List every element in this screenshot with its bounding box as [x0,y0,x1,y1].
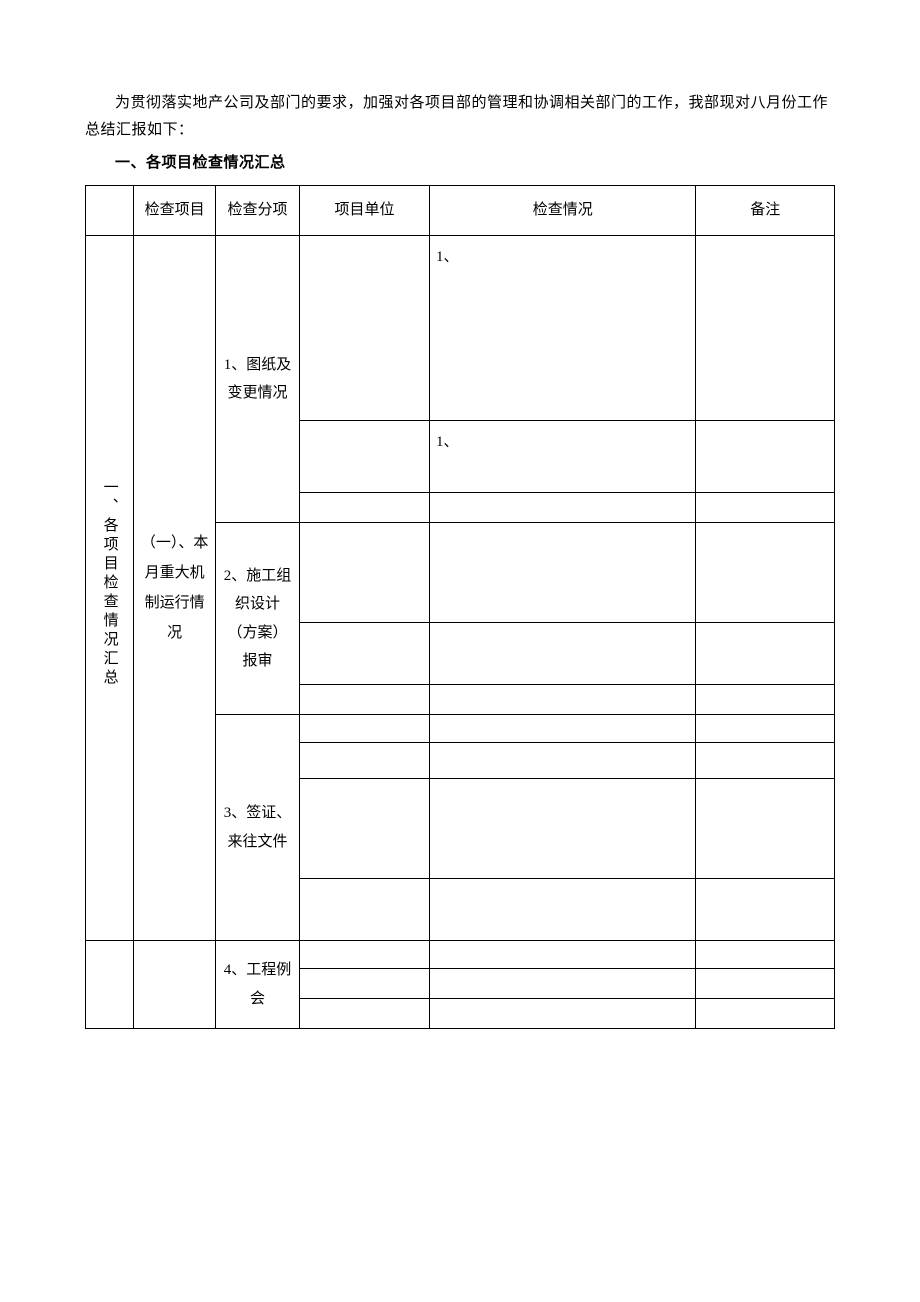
cell-situation [430,779,696,879]
section-heading: 一、各项目检查情况汇总 [85,150,835,177]
header-col5: 检查情况 [430,186,696,236]
sub-item-1: 1、图纸及变更情况 [216,236,300,523]
cell-remark [696,969,835,999]
cell-unit [299,941,429,969]
cell-remark [696,523,835,623]
cell-remark [696,879,835,941]
cell-remark [696,941,835,969]
inspection-summary-table: 检查项目 检查分项 项目单位 检查情况 备注 一、各项目检查情况汇总 （一）、本… [85,185,835,1029]
cell-situation [430,493,696,523]
header-col4: 项目单位 [299,186,429,236]
category-cell: （一）、本月重大机制运行情况 [134,236,216,941]
cell-remark [696,779,835,879]
cell-unit [299,779,429,879]
section-label-text: 一、各项目检查情况汇总 [101,479,119,688]
cell-remark [696,715,835,743]
table-header-row: 检查项目 检查分项 项目单位 检查情况 备注 [86,186,835,236]
sub-item-4: 4、工程例会 [216,941,300,1029]
section-label-cell: 一、各项目检查情况汇总 [86,236,134,941]
header-col3: 检查分项 [216,186,300,236]
sub-item-2: 2、施工组织设计（方案）报审 [216,523,300,715]
table-row: 4、工程例会 [86,941,835,969]
cell-situation [430,685,696,715]
cell-situation: 1、 [430,421,696,493]
cell-unit [299,421,429,493]
header-col6: 备注 [696,186,835,236]
category-cell-2 [134,941,216,1029]
cell-unit [299,493,429,523]
section-label-cell-2 [86,941,134,1029]
cell-situation [430,999,696,1029]
cell-situation [430,715,696,743]
cell-remark [696,421,835,493]
cell-situation [430,879,696,941]
cell-unit [299,623,429,685]
cell-remark [696,685,835,715]
header-col1 [86,186,134,236]
cell-remark [696,999,835,1029]
intro-paragraph: 为贯彻落实地产公司及部门的要求，加强对各项目部的管理和协调相关部门的工作，我部现… [85,90,835,144]
cell-remark [696,493,835,523]
cell-situation [430,969,696,999]
cell-unit [299,969,429,999]
cell-situation: 1、 [430,236,696,421]
cell-situation [430,523,696,623]
cell-unit [299,715,429,743]
cell-unit [299,685,429,715]
header-col2: 检查项目 [134,186,216,236]
cell-remark [696,743,835,779]
cell-situation [430,743,696,779]
cell-situation [430,941,696,969]
cell-remark [696,236,835,421]
table-row: 一、各项目检查情况汇总 （一）、本月重大机制运行情况 1、图纸及变更情况 1、 [86,236,835,421]
cell-situation [430,623,696,685]
cell-unit [299,743,429,779]
cell-unit [299,523,429,623]
cell-unit [299,999,429,1029]
cell-unit [299,236,429,421]
cell-unit [299,879,429,941]
cell-remark [696,623,835,685]
sub-item-3: 3、签证、来往文件 [216,715,300,941]
